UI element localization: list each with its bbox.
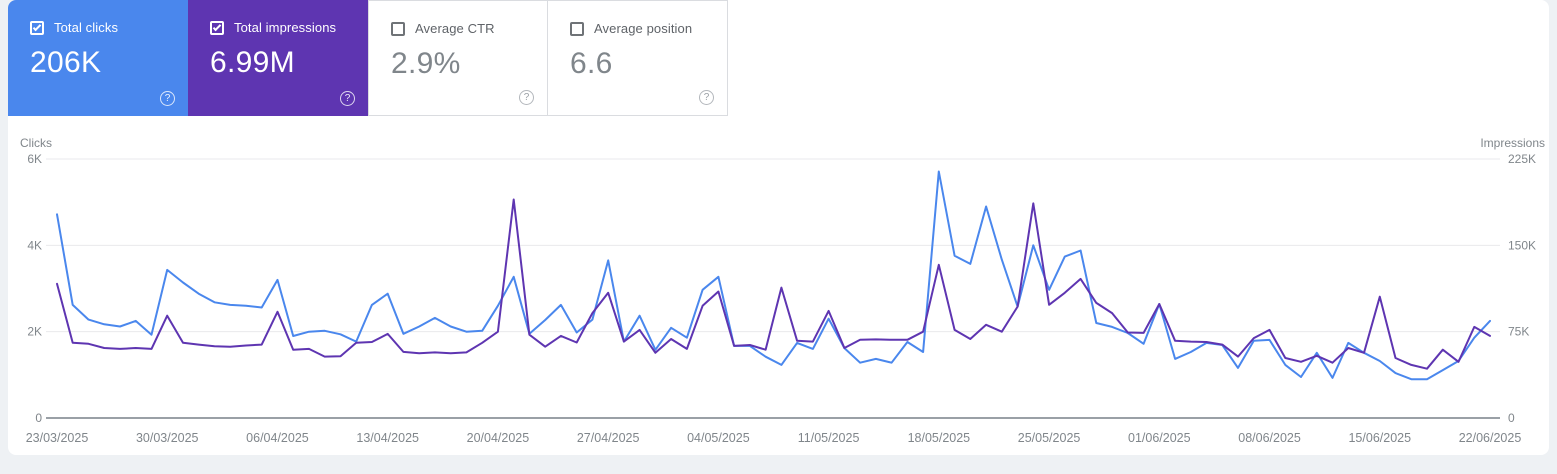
x-axis-date-label: 23/03/2025 (26, 431, 89, 445)
x-axis-date-label: 04/05/2025 (687, 431, 750, 445)
performance-panel: Total clicks 206K ? Total impressions 6.… (8, 0, 1549, 455)
metric-card-label: Average CTR (415, 21, 495, 36)
checkmark-icon (32, 22, 42, 32)
metric-card-value: 6.99M (210, 46, 295, 79)
left-axis-tick-label: 2K (27, 325, 42, 339)
metric-card-value: 6.6 (570, 47, 613, 80)
left-axis-tick-label: 6K (27, 152, 42, 166)
total-impressions-checkbox[interactable] (210, 21, 224, 35)
performance-chart[interactable]: 0 0 2K 75K 4K 150K 6K 225K Clicks Impressions 23/0… (8, 130, 1549, 455)
average-ctr-checkbox[interactable] (391, 22, 405, 36)
checkmark-icon (212, 22, 222, 32)
metric-card-label: Total clicks (54, 20, 119, 35)
right-axis-tick-label: 225K (1508, 152, 1536, 166)
left-axis-tick-label: 4K (27, 238, 42, 252)
help-icon[interactable]: ? (160, 91, 175, 106)
x-axis-date-label: 11/05/2025 (798, 431, 860, 445)
x-axis-date-label: 25/05/2025 (1018, 431, 1081, 445)
metric-cards-row: Total clicks 206K ? Total impressions 6.… (8, 0, 1549, 116)
metric-card-total-clicks[interactable]: Total clicks 206K ? (8, 0, 188, 116)
right-axis-tick-label: 0 (1508, 411, 1515, 425)
x-axis-date-label: 01/06/2025 (1128, 431, 1191, 445)
total-clicks-checkbox[interactable] (30, 21, 44, 35)
right-axis-title: Impressions (1480, 136, 1545, 150)
x-axis-date-label: 27/04/2025 (577, 431, 640, 445)
impressions-line (56, 198, 1491, 370)
x-axis-date-label: 22/06/2025 (1459, 431, 1522, 445)
clicks-line (56, 170, 1491, 381)
help-icon[interactable]: ? (699, 90, 714, 105)
metric-card-total-impressions[interactable]: Total impressions 6.99M ? (188, 0, 368, 116)
right-axis-tick-label: 150K (1508, 238, 1536, 252)
help-icon[interactable]: ? (340, 91, 355, 106)
metric-card-value: 206K (30, 46, 102, 79)
x-axis-date-label: 18/05/2025 (908, 431, 971, 445)
metric-card-value: 2.9% (391, 47, 461, 80)
right-axis-tick-label: 75K (1508, 325, 1529, 339)
metric-card-label: Average position (594, 21, 693, 36)
left-axis-tick-label: 0 (35, 411, 42, 425)
x-axis-date-label: 08/06/2025 (1238, 431, 1301, 445)
x-axis-date-label: 15/06/2025 (1348, 431, 1411, 445)
left-axis-title: Clicks (20, 136, 52, 150)
metric-card-label: Total impressions (234, 20, 337, 35)
x-axis-date-label: 13/04/2025 (356, 431, 419, 445)
help-icon[interactable]: ? (519, 90, 534, 105)
x-axis-date-label: 06/04/2025 (246, 431, 309, 445)
average-position-checkbox[interactable] (570, 22, 584, 36)
x-axis-date-label: 30/03/2025 (136, 431, 199, 445)
metric-card-average-ctr[interactable]: Average CTR 2.9% ? (368, 0, 548, 116)
x-axis-date-label: 20/04/2025 (467, 431, 530, 445)
metric-card-average-position[interactable]: Average position 6.6 ? (548, 0, 728, 116)
